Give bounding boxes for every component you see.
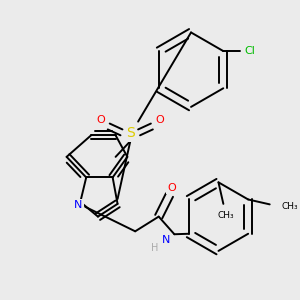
Text: Cl: Cl bbox=[244, 46, 255, 56]
Text: O: O bbox=[167, 183, 176, 193]
Text: H: H bbox=[151, 243, 158, 253]
Text: S: S bbox=[126, 126, 135, 140]
Text: O: O bbox=[97, 115, 105, 124]
Text: CH₃: CH₃ bbox=[217, 211, 234, 220]
Text: N: N bbox=[74, 200, 82, 210]
Text: O: O bbox=[155, 115, 164, 124]
Text: CH₃: CH₃ bbox=[281, 202, 298, 211]
Text: N: N bbox=[162, 235, 171, 245]
